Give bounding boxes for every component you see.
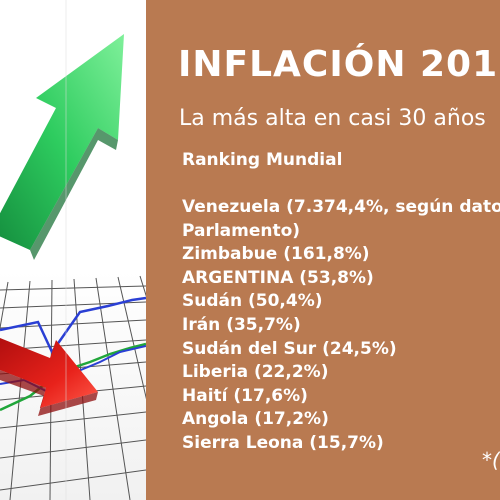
panel-subtitle: La más alta en casi 30 años [179, 106, 486, 131]
growth-chart-image [0, 0, 146, 500]
ranking-item: Zimbabue (161,8%) [182, 244, 370, 265]
ranking-list: Venezuela (7.374,4%, según datos del Par… [182, 196, 500, 456]
ranking-item: Sudán del Sur (24,5%) [182, 338, 397, 359]
ranking-item: ARGENTINA (53,8%) [182, 267, 374, 288]
ranking-item: Parlamento) [182, 220, 301, 241]
ranking-item: Sudán (50,4%) [182, 291, 323, 312]
panel-title: INFLACIÓN 2018 [178, 44, 500, 85]
ranking-item: Venezuela (7.374,4%, según datos del [182, 197, 500, 217]
green-line [0, 342, 146, 412]
ranking-item: Angola (17,2%) [182, 409, 329, 430]
ranking-item: Irán (35,7%) [182, 314, 301, 335]
chart-illustration [0, 0, 146, 500]
down-arrow-icon [0, 338, 98, 416]
ranking-heading: Ranking Mundial [182, 150, 343, 170]
source-footnote: *(FMI) [482, 448, 500, 472]
ranking-item: Sierra Leona (15,7%) [182, 432, 384, 453]
blue-line [0, 296, 146, 355]
info-panel: INFLACIÓN 2018 La más alta en casi 30 añ… [146, 0, 500, 500]
up-arrow-icon [0, 34, 124, 260]
ranking-item: Liberia (22,2%) [182, 362, 329, 383]
ranking-item: Haití (17,6%) [182, 385, 308, 406]
